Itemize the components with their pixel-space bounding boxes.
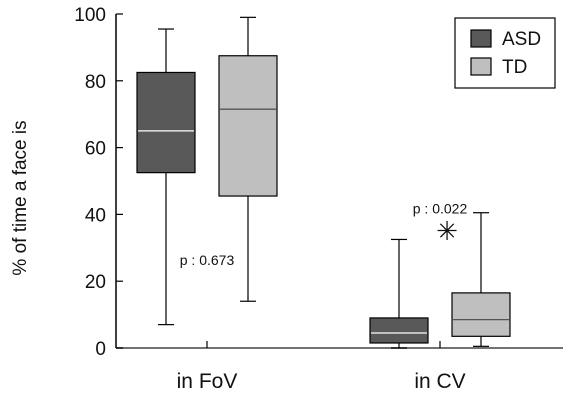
- box-iqr: [369, 317, 429, 344]
- box-iqr: [136, 71, 196, 174]
- significance-asterisk: ✳: [436, 216, 458, 246]
- p-value-annotation: p : 0.022: [413, 200, 468, 216]
- box-asd-0: [136, 28, 196, 326]
- legend-label-td: TD: [502, 57, 527, 78]
- box-asd-1: [369, 238, 429, 349]
- x-category-label: in CV: [414, 370, 465, 393]
- y-tick-label: 60: [85, 139, 106, 160]
- y-tick-label: 100: [74, 5, 106, 26]
- y-tick-label: 0: [95, 339, 106, 360]
- x-category-label: in FoV: [177, 370, 238, 393]
- y-tick-label: 20: [85, 272, 106, 293]
- y-axis-label: % of time a face is: [10, 120, 31, 275]
- y-tick-label: 80: [85, 72, 106, 93]
- y-tick-label: 40: [85, 205, 106, 226]
- box-iqr: [451, 292, 511, 337]
- legend-swatch-asd: [470, 29, 492, 48]
- p-value-annotation: p : 0.673: [180, 252, 235, 268]
- legend-label-asd: ASD: [502, 29, 541, 50]
- box-td-1: [451, 212, 511, 347]
- axes: 0 20 40 60 80 100 in FoV in CV: [74, 5, 563, 393]
- annotations: p : 0.673 p : 0.022✳: [180, 200, 468, 268]
- box-td-0: [218, 16, 278, 302]
- box-series: [136, 16, 511, 349]
- box-iqr: [218, 55, 278, 197]
- legend: ASD TD: [454, 17, 556, 89]
- legend-swatch-td: [470, 57, 492, 76]
